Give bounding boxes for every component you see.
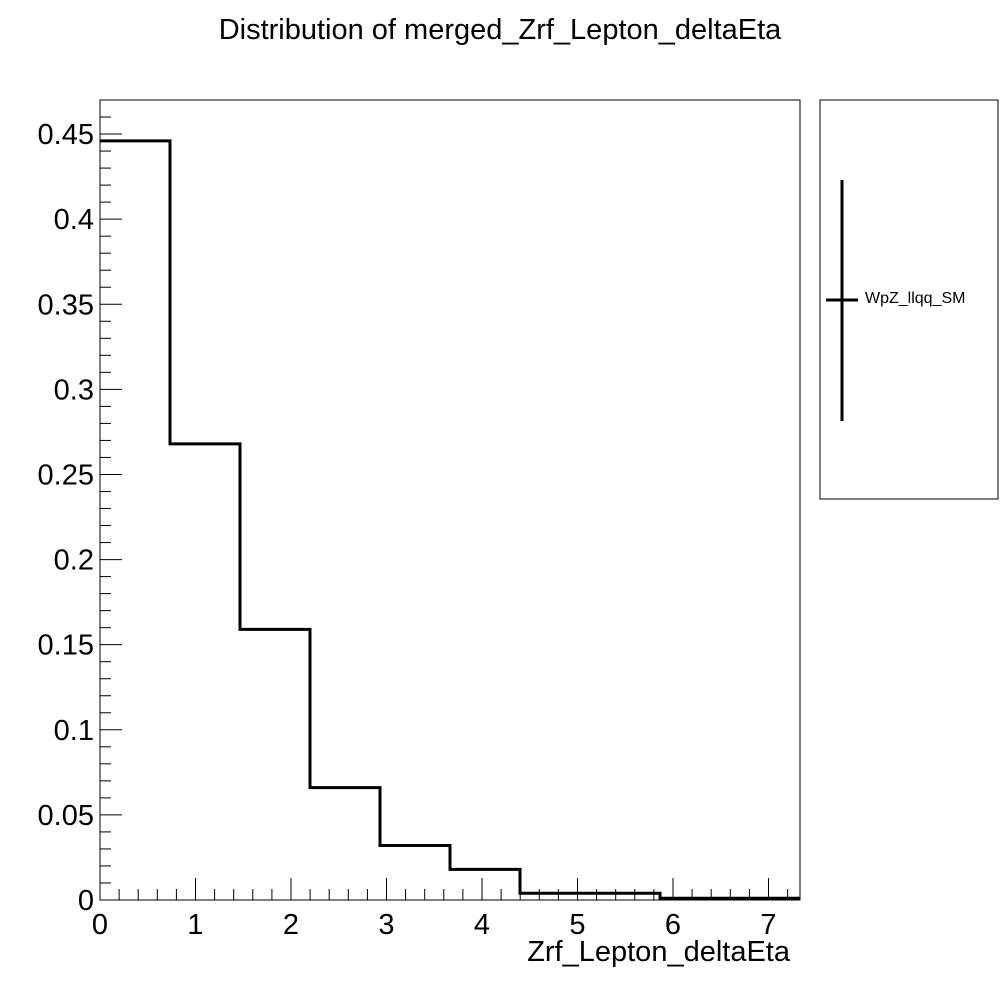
y-tick-label: 0.45 [38, 119, 94, 151]
y-tick-label: 0.15 [38, 630, 94, 662]
axis-ticks [99, 99, 789, 901]
histogram-bin [380, 846, 450, 900]
y-tick-label: 0.3 [54, 374, 94, 406]
x-tick-label: 4 [474, 909, 490, 941]
y-tick-label: 0 [78, 885, 94, 917]
x-tick-label: 5 [569, 909, 585, 941]
y-tick-label: 0.2 [54, 545, 94, 577]
x-tick-label: 1 [187, 909, 203, 941]
histogram-bin [170, 444, 240, 900]
histogram-outline [100, 139, 800, 900]
axis-tick-labels: 0 1 2 3 4 5 6 7 0 0.05 0.1 0.15 0.2 0.25 0.3 0.35 0.4 0.4… [38, 119, 777, 941]
x-tick-label: 6 [665, 909, 681, 941]
x-tick-label: 0 [92, 909, 108, 941]
y-tick-label: 0.25 [38, 459, 94, 491]
x-axis-label: Zrf_Lepton_deltaEta [527, 936, 790, 968]
histogram-steps [100, 139, 800, 900]
histogram-bin [100, 141, 170, 900]
y-tick-label: 0.1 [54, 715, 94, 747]
y-tick-label: 0.05 [38, 800, 94, 832]
x-tick-label: 3 [378, 909, 394, 941]
x-tick-label: 7 [760, 909, 776, 941]
histogram-bin [310, 788, 380, 900]
chart-title: Distribution of merged_Zrf_Lepton_deltaE… [218, 14, 782, 46]
x-tick-label: 2 [283, 909, 299, 941]
plot-frame [99, 99, 801, 901]
legend-marker [826, 180, 858, 421]
y-tick-label: 0.35 [38, 289, 94, 321]
legend-series-label: WpZ_llqq_SM [865, 290, 966, 307]
histogram-bin [240, 629, 310, 900]
y-tick-label: 0.4 [54, 204, 94, 236]
histogram-bin [450, 869, 520, 900]
